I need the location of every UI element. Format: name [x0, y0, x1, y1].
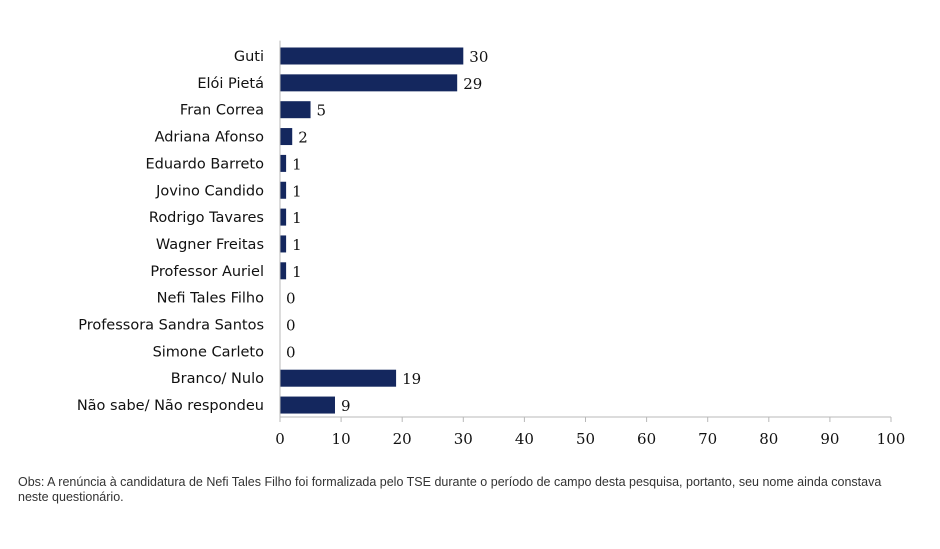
data-label: 0: [286, 290, 296, 308]
x-tick-label: 90: [820, 430, 839, 448]
x-tick-label: 60: [637, 430, 656, 448]
data-label: 29: [463, 75, 482, 93]
data-label: 1: [292, 236, 302, 254]
bar: [280, 208, 287, 226]
x-tick-label: 20: [393, 430, 412, 448]
bar: [280, 74, 458, 92]
x-tick-label: 80: [759, 430, 778, 448]
category-label: Wagner Freitas: [156, 237, 264, 253]
category-label: Guti: [234, 49, 264, 65]
bar: [280, 128, 293, 146]
category-label: Nefi Tales Filho: [157, 291, 264, 307]
data-label: 2: [298, 129, 308, 147]
data-label: 0: [286, 343, 296, 361]
bar: [280, 262, 287, 280]
bar: [280, 396, 335, 414]
bar: [280, 235, 287, 253]
x-tick-label: 30: [454, 430, 473, 448]
category-label: Jovino Candido: [155, 183, 264, 199]
bars: [280, 47, 464, 414]
category-label: Eduardo Barreto: [146, 156, 265, 172]
data-label: 0: [286, 317, 296, 335]
data-label: 9: [341, 397, 351, 415]
data-label: 1: [292, 263, 302, 281]
x-tick-label: 40: [515, 430, 534, 448]
x-tick-label: 100: [877, 430, 906, 448]
data-label: 5: [317, 102, 327, 120]
category-label: Simone Carleto: [153, 344, 265, 360]
category-label: Professora Sandra Santos: [78, 318, 264, 334]
data-label: 30: [469, 48, 488, 66]
bar: [280, 101, 311, 119]
data-label: 1: [292, 209, 302, 227]
category-label: Fran Correa: [180, 103, 264, 119]
category-label: Adriana Afonso: [155, 130, 265, 146]
category-label: Rodrigo Tavares: [149, 210, 264, 226]
bar: [280, 181, 287, 199]
category-label: Elói Pietá: [197, 76, 264, 92]
category-label: Não sabe/ Não respondeu: [77, 398, 264, 414]
x-tick-label: 70: [698, 430, 717, 448]
bar: [280, 154, 287, 172]
x-tick-label: 10: [332, 430, 351, 448]
x-tick-label: 50: [576, 430, 595, 448]
bar: [280, 47, 464, 65]
data-label: 1: [292, 182, 302, 200]
x-tick-label: 0: [275, 430, 285, 448]
footnote: Obs: A renúncia à candidatura de Nefi Ta…: [18, 475, 882, 504]
category-label: Branco/ Nulo: [171, 371, 264, 387]
axes: [279, 40, 892, 422]
data-label: 1: [292, 155, 302, 173]
bar: [280, 369, 397, 387]
data-label: 19: [402, 370, 421, 388]
category-label: Professor Auriel: [150, 264, 264, 280]
